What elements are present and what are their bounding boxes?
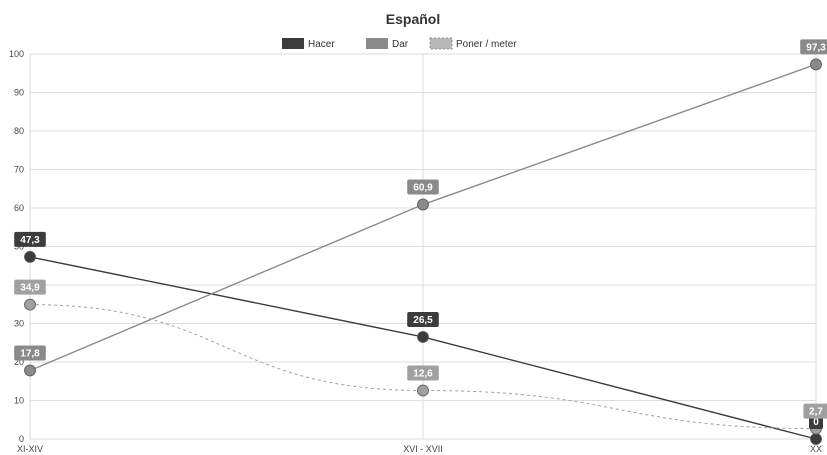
data-label-text: 26,5 xyxy=(413,315,433,326)
chart-title: Español xyxy=(386,11,440,27)
data-label-text: 47,3 xyxy=(20,235,40,246)
legend-item: Dar xyxy=(366,38,409,50)
legend-label: Dar xyxy=(392,39,409,50)
y-tick-label: 10 xyxy=(14,396,24,406)
y-tick-label: 60 xyxy=(14,203,24,213)
series-line-2 xyxy=(29,304,817,430)
y-tick-label: 0 xyxy=(19,434,24,444)
data-label-box xyxy=(800,39,827,55)
data-label-text: 2,7 xyxy=(809,407,823,418)
legend: Hacer Dar Poner / meter xyxy=(282,37,517,50)
data-point xyxy=(417,384,429,397)
legend-item: Hacer xyxy=(282,38,335,50)
data-label-box xyxy=(407,179,439,195)
data-label: 60,9 xyxy=(407,179,439,195)
data-label-box xyxy=(14,231,46,247)
x-tick-label: XI-XIV xyxy=(17,444,43,454)
y-tick-label: 20 xyxy=(14,357,24,367)
data-point xyxy=(24,364,36,377)
data-label: 34,9 xyxy=(14,279,46,295)
legend-item: Poner / meter xyxy=(429,37,517,50)
data-point xyxy=(24,250,36,263)
data-label-box xyxy=(407,365,439,381)
data-label: 47,3 xyxy=(14,231,46,247)
data-label: 12,6 xyxy=(407,365,439,381)
x-tick-label: XX xyxy=(810,444,822,454)
data-label-box xyxy=(14,279,46,295)
data-label: 97,3 xyxy=(800,39,827,55)
data-label-text: 34,9 xyxy=(20,283,40,294)
data-label-text: 60,9 xyxy=(413,183,433,194)
data-label: 2,7 xyxy=(803,403,827,419)
legend-swatch xyxy=(366,38,388,49)
data-label-text: 97,3 xyxy=(806,42,826,53)
data-label-text: 0 xyxy=(813,417,819,428)
data-point xyxy=(417,331,429,343)
data-label-box xyxy=(803,403,827,419)
data-point xyxy=(417,198,429,211)
legend-label: Hacer xyxy=(308,39,335,50)
legend-label: Poner / meter xyxy=(456,39,517,50)
legend-swatch xyxy=(429,37,453,50)
data-label: 17,8 xyxy=(14,345,46,361)
data-point xyxy=(810,58,822,71)
data-label-text: 17,8 xyxy=(20,348,40,359)
y-tick-label: 30 xyxy=(14,319,24,329)
y-tick-label: 80 xyxy=(14,126,24,136)
data-label: 26,5 xyxy=(407,311,439,327)
x-axis: XI-XIV XVI - XVII XX xyxy=(17,444,822,454)
x-tick-label: XVI - XVII xyxy=(403,444,443,454)
legend-swatch xyxy=(282,38,304,49)
data-label-box xyxy=(14,345,46,361)
data-point xyxy=(810,433,822,445)
y-tick-label: 100 xyxy=(9,49,24,59)
grid xyxy=(29,53,817,440)
y-tick-label: 70 xyxy=(14,165,24,175)
data-label-box xyxy=(407,311,439,327)
data-label-text: 12,6 xyxy=(413,368,433,379)
data-point xyxy=(24,298,36,311)
y-tick-label: 90 xyxy=(14,88,24,98)
data-labels: 47,3 26,5 0 17,8 60,9 97,3 34,9 12,6 2,7 xyxy=(14,39,827,429)
